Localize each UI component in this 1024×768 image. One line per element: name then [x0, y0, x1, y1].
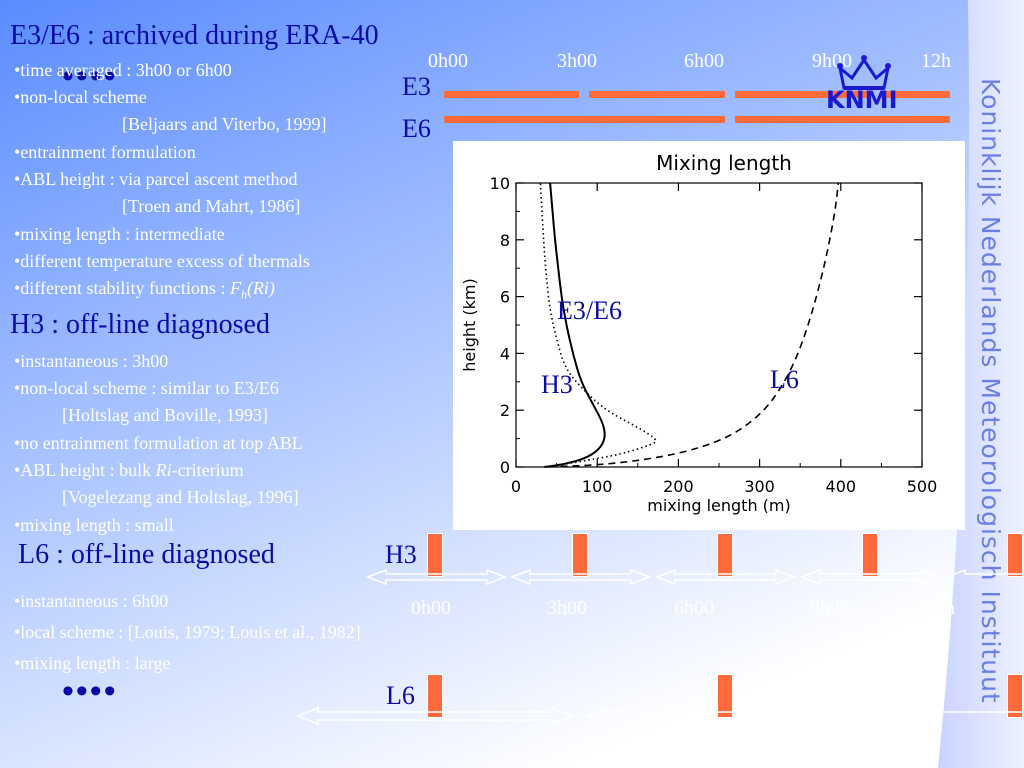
e3-bar-4 [880, 91, 950, 98]
bottom-tick-9h00: 9h00 [810, 597, 850, 619]
series-label-l6: L6 [770, 365, 799, 394]
y-tick-label: 0 [500, 458, 510, 477]
h3-bullet-5: •ABL height : bulk Ri-criterium [14, 460, 244, 480]
ri-text: Ri [155, 460, 172, 480]
e3e6-bullet-6: [Troen and Mahrt, 1986] [122, 196, 301, 216]
h3-marker-5 [1007, 533, 1023, 577]
chart-title: Mixing length [656, 151, 792, 175]
l6-bullet-1: •instantaneous : 6h00 [14, 591, 169, 611]
h3-marker-4 [862, 533, 878, 577]
h3-bullet-4: •no entrainment formulation at top ABL [14, 433, 303, 453]
bottom-tick-3h00: 3h00 [547, 597, 587, 619]
x-tick-label: 200 [663, 477, 694, 496]
x-axis-label: mixing length (m) [647, 496, 790, 515]
y-tick-label: 4 [500, 344, 510, 363]
x-tick-label: 500 [907, 477, 938, 496]
criterium-text: -criterium [171, 460, 244, 480]
e3e6-bullet-8: •different temperature excess of thermal… [14, 251, 310, 271]
row-label-e3: E3 [402, 72, 431, 101]
e3e6-bullet-2: •non-local scheme [14, 87, 147, 107]
l6-title: L6 : off-line diagnosed [18, 539, 275, 570]
x-tick-label: 0 [511, 477, 521, 496]
h3-interval-arrow-2 [509, 568, 652, 586]
h3-marker-2 [572, 533, 588, 577]
h3-bullet-3: [Holtslag and Boville, 1993] [62, 405, 268, 425]
y-tick-label: 8 [500, 231, 510, 250]
h3-interval-arrow-5 [946, 568, 1024, 578]
e3e6-bullet-1: •time averaged : 3h00 or 6h00 [14, 60, 232, 80]
top-tick-3h00: 3h00 [557, 50, 597, 72]
y-tick-label: 2 [500, 401, 510, 420]
y-axis-label: height (km) [460, 278, 479, 371]
stab-func-symbol: F [229, 278, 241, 298]
series-line-e3-e6 [544, 182, 606, 468]
l6-interval-arrow-2 [585, 706, 865, 726]
l6-marker-1 [427, 674, 443, 718]
h3-bullet-2: •non-local scheme : similar to E3/E6 [14, 378, 279, 398]
l6-bullet-3: •mixing length : large [14, 653, 171, 673]
e3e6-bullet-9: •different stability functions : Fh(Ri) [14, 278, 275, 302]
stab-func-sub: h [240, 287, 247, 302]
series-line-h3 [539, 182, 657, 468]
e3e6-bullet-7: •mixing length : intermediate [14, 224, 225, 244]
bottom-tick-6h00: 6h00 [674, 597, 714, 619]
top-tick-12h: 12h [921, 50, 951, 72]
x-tick-label: 300 [744, 477, 775, 496]
l6-interval-arrow-3 [877, 706, 1024, 717]
y-tick-label: 6 [500, 288, 510, 307]
row-label-l6: L6 [386, 681, 415, 710]
h3-bullet-6: [Vogelezang and Holtslag, 1996] [62, 487, 299, 507]
h3-interval-arrow-4 [799, 568, 942, 586]
h3-marker-3 [717, 533, 733, 577]
series-label-h3: H3 [541, 370, 573, 399]
e3-bar-2 [589, 91, 725, 98]
l6-marker-2 [717, 674, 733, 718]
bottom-tick-0h00: 0h00 [411, 597, 451, 619]
l6-bullet-2: •local scheme : [Louis, 1979; Louis et a… [14, 622, 361, 642]
h3-bullet-7: •mixing length : small [14, 515, 174, 535]
e3e6-bullet-5: •ABL height : via parcel ascent method [14, 169, 298, 189]
chart-svg: Mixing length 0 100 200 300 400 500 0 2 4 6 8 10 mi… [460, 151, 938, 515]
e3-bar-1 [444, 91, 579, 98]
y-tick-label: 10 [490, 174, 510, 193]
row-label-h3: H3 [385, 540, 417, 569]
h3-title: H3 : off-line diagnosed [10, 309, 270, 340]
series-label-e3e6: E3/E6 [557, 296, 622, 325]
ellipsis-bottom: •••• [62, 673, 118, 710]
top-tick-0h00: 0h00 [428, 50, 468, 72]
x-tick-label: 400 [826, 477, 857, 496]
e6-bar-1 [444, 116, 725, 123]
bottom-tick-12h: 12h [925, 597, 955, 619]
knmi-logo: KNMI [826, 86, 898, 114]
ellipsis-top: •••• [62, 58, 118, 95]
h3-bullet-1: •instantaneous : 3h00 [14, 351, 169, 371]
e3e6-bullet-3: [Beljaars and Viterbo, 1999] [122, 114, 327, 134]
l6-marker-3 [1007, 674, 1023, 718]
e3-bar-3 [735, 91, 870, 98]
e6-bar-2 [735, 116, 950, 123]
x-tick-label: 100 [582, 477, 613, 496]
h3-interval-arrow-3 [654, 568, 797, 586]
e3e6-title: E3/E6 : archived during ERA-40 [10, 20, 379, 51]
stab-func-arg: (Ri) [246, 278, 275, 298]
h3-marker-1 [427, 533, 443, 577]
e3e6-bullet-4: •entrainment formulation [14, 142, 196, 162]
top-tick-6h00: 6h00 [684, 50, 724, 72]
l6-interval-arrow-1 [295, 706, 575, 726]
h3-interval-arrow-1 [365, 568, 508, 586]
knmi-crown-icon [837, 55, 891, 90]
series-line-l6 [548, 182, 840, 468]
mixing-length-chart: Mixing length 0 100 200 300 400 500 0 2 4 6 8 10 mi… [453, 141, 965, 530]
row-label-e6: E6 [402, 114, 431, 143]
